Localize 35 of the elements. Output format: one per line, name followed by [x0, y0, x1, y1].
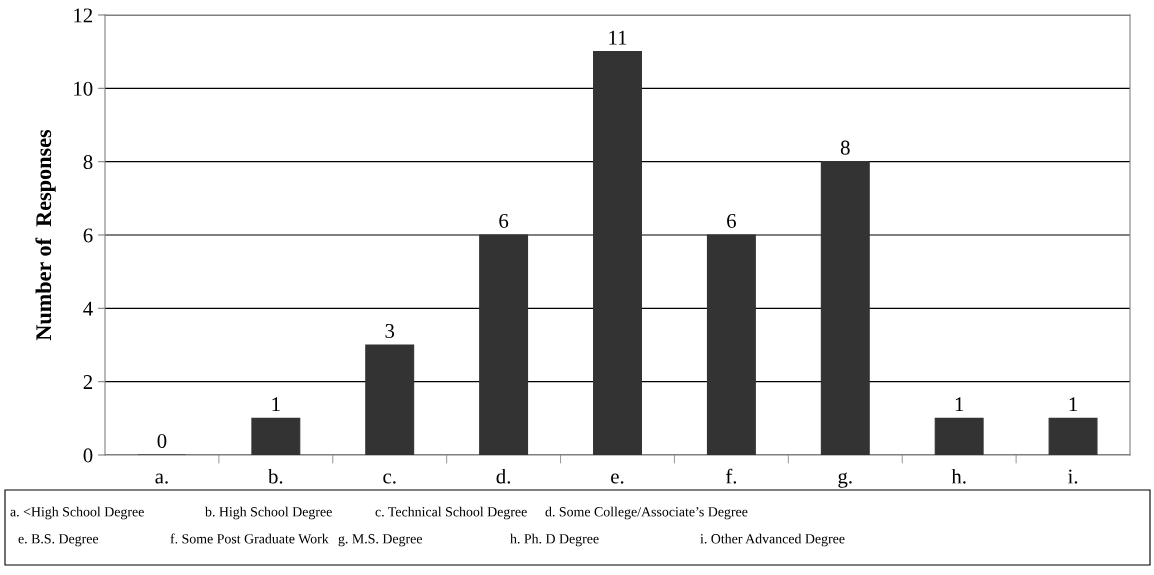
text: d. Some College/Associate’s Degree — [545, 506, 748, 520]
text: c. Technical School Degree — [375, 506, 527, 520]
y-tick-label: 10 — [74, 81, 93, 96]
y-axis-title: Number of Responses — [35, 129, 56, 341]
text: i. Other Advanced Degree — [700, 533, 845, 547]
x-tick-label: c. — [383, 473, 396, 484]
data-label: 1 — [955, 397, 964, 412]
y-tick-label: 2 — [83, 375, 93, 389]
text: g. M.S. Degree — [338, 534, 422, 547]
x-tick-label: e. — [611, 473, 624, 484]
y-tick-label: 12 — [74, 8, 93, 23]
data-label: 0 — [157, 433, 167, 448]
x-tick-label: d. — [496, 468, 511, 484]
data-label: 8 — [840, 140, 850, 155]
x-tick-label: f. — [725, 468, 737, 484]
data-label: 1 — [272, 397, 280, 412]
x-tick-label: g. — [838, 472, 852, 488]
text: e. B.S. Degree — [18, 534, 99, 547]
x-tick-label: b. — [268, 468, 283, 484]
y-tick-label: 0 — [83, 448, 93, 463]
y-tick-label: 6 — [83, 228, 93, 243]
data-label: 1 — [1069, 397, 1078, 412]
text: h. Ph. D Degree — [510, 533, 599, 547]
data-label: 3 — [385, 323, 395, 338]
x-tick-label: i. — [1067, 469, 1078, 484]
y-tick-label: 8 — [83, 155, 93, 170]
data-label: 6 — [499, 213, 509, 228]
text: b. High School Degree — [205, 506, 332, 520]
text: a. <High School Degree — [10, 506, 144, 520]
data-label: 11 — [609, 30, 627, 45]
data-label: 6 — [727, 213, 736, 228]
text: f. Some Post Graduate Work — [170, 533, 329, 544]
y-tick-label: 4 — [83, 301, 93, 316]
x-tick-label: a. — [155, 473, 168, 484]
x-tick-label: h. — [951, 468, 966, 484]
